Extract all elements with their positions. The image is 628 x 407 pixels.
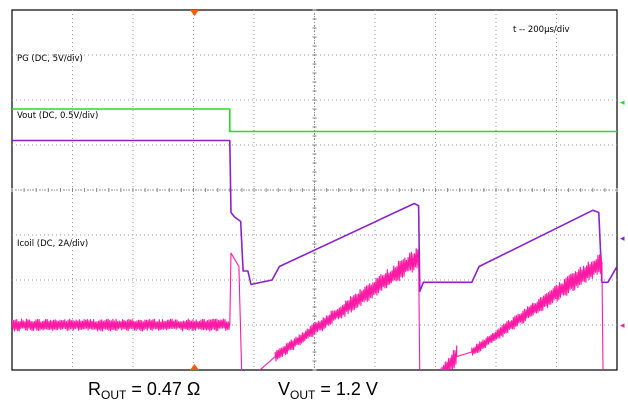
icoil-channel-label: Icoil (DC, 2A/div): [17, 239, 88, 249]
rout-value: = 0.47 Ω: [126, 379, 200, 399]
vout-symbol: V: [278, 379, 290, 399]
pg-ground-marker: ◂: [620, 98, 625, 108]
rout-symbol: R: [88, 379, 101, 399]
vout-subscript: OUT: [290, 388, 315, 402]
vout-caption: VOUT = 1.2 V: [278, 379, 378, 402]
timebase-label: t -- 200µs/div: [513, 25, 570, 35]
vout-channel-label: Vout (DC, 0.5V/div): [17, 111, 98, 121]
vout-ground-marker: ◂: [620, 234, 625, 244]
vout-value: = 1.2 V: [315, 379, 378, 399]
rout-subscript: OUT: [101, 388, 126, 402]
icoil-ground-marker: ◂: [620, 321, 625, 331]
rout-caption: ROUT = 0.47 Ω: [88, 379, 200, 402]
pg-channel-label: PG (DC, 5V/div): [17, 54, 83, 64]
